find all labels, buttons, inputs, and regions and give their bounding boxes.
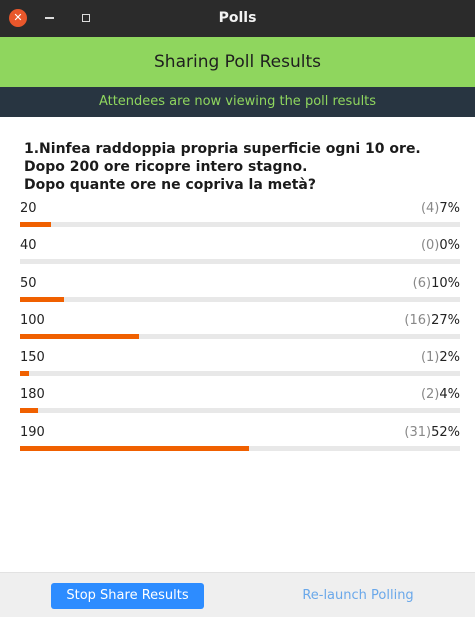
- poll-option: 180 (2)4%: [20, 386, 460, 423]
- option-count: (4): [420, 201, 440, 216]
- option-label: 190: [20, 424, 45, 440]
- result-bar-track: [20, 445, 460, 451]
- notice-text: Attendees are now viewing the poll resul…: [0, 87, 475, 117]
- result-bar-fill: [20, 296, 64, 302]
- option-count: (31): [404, 424, 432, 440]
- option-stats: (0)0%: [421, 238, 460, 253]
- result-bar-fill: [20, 333, 139, 339]
- question-line: Dopo 200 ore ricopre intero stagno.: [24, 159, 308, 175]
- footer-bar: Stop Share Results Re-launch Polling: [0, 572, 475, 617]
- option-stats: (1)2%: [421, 350, 460, 365]
- option-stats: (31)52%: [404, 425, 460, 440]
- option-label: 40: [20, 238, 37, 254]
- result-bar-fill: [20, 222, 51, 227]
- title-bar: ✕ Polls: [0, 0, 475, 37]
- option-stats: (16)27%: [404, 313, 460, 328]
- option-percent: 10%: [431, 275, 460, 291]
- question-line: 1.Ninfea raddoppia propria superficie og…: [24, 141, 421, 157]
- poll-option: 40 (0)0%: [20, 237, 460, 274]
- poll-option: 50 (6)10%: [20, 275, 460, 312]
- minimize-icon[interactable]: [45, 17, 54, 19]
- option-percent: 7%: [439, 201, 460, 216]
- question-line: Dopo quante ore ne copriva la metà?: [24, 177, 316, 193]
- poll-option: 150 (1)2%: [20, 349, 460, 386]
- window-title: Polls: [218, 10, 257, 26]
- option-label: 50: [20, 275, 37, 291]
- result-bar-track: [20, 408, 460, 414]
- option-percent: 2%: [439, 350, 460, 366]
- banner-title: Sharing Poll Results: [0, 37, 475, 87]
- option-count: (6): [412, 275, 432, 291]
- option-percent: 27%: [431, 312, 460, 328]
- result-bar-track: [20, 371, 460, 377]
- option-count: (2): [420, 387, 440, 403]
- result-bar-fill: [20, 445, 249, 451]
- maximize-icon[interactable]: [82, 14, 90, 22]
- poll-option: 190 (31)52%: [20, 424, 460, 461]
- option-label: 150: [20, 350, 45, 366]
- option-stats: (4)7%: [421, 201, 460, 216]
- option-count: (0): [420, 238, 440, 254]
- poll-options: 20 (4)7% 40 (0)0% 50 (6)10% 100 (16)27% …: [20, 200, 460, 461]
- result-bar-track: [20, 333, 460, 339]
- result-bar-fill: [20, 371, 29, 377]
- result-bar-track: [20, 259, 460, 265]
- option-label: 180: [20, 387, 45, 403]
- result-bar-fill: [20, 408, 38, 414]
- result-bar-track: [20, 296, 460, 302]
- poll-question: 1.Ninfea raddoppia propria superficie og…: [24, 140, 464, 194]
- option-stats: (6)10%: [413, 276, 460, 291]
- option-percent: 52%: [431, 424, 460, 440]
- option-label: 100: [20, 312, 45, 328]
- poll-option: 100 (16)27%: [20, 312, 460, 349]
- close-icon[interactable]: ✕: [9, 9, 27, 27]
- option-label: 20: [20, 201, 37, 216]
- option-percent: 0%: [439, 238, 460, 254]
- option-percent: 4%: [439, 387, 460, 403]
- relaunch-polling-button[interactable]: Re-launch Polling: [302, 588, 414, 603]
- option-stats: (2)4%: [421, 387, 460, 402]
- poll-option: 20 (4)7%: [20, 200, 460, 237]
- stop-share-results-button[interactable]: Stop Share Results: [51, 583, 204, 609]
- result-bar-track: [20, 222, 460, 227]
- option-count: (1): [420, 350, 440, 366]
- option-count: (16): [404, 312, 432, 328]
